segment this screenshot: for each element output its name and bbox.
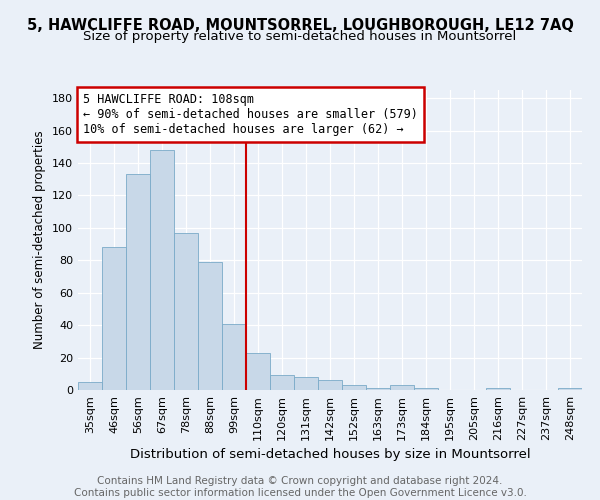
Bar bbox=[558, 388, 582, 390]
Bar bbox=[486, 388, 510, 390]
Text: Size of property relative to semi-detached houses in Mountsorrel: Size of property relative to semi-detach… bbox=[83, 30, 517, 43]
Bar bbox=[294, 377, 318, 390]
Bar bbox=[342, 385, 366, 390]
X-axis label: Distribution of semi-detached houses by size in Mountsorrel: Distribution of semi-detached houses by … bbox=[130, 448, 530, 462]
Bar bbox=[366, 388, 390, 390]
Bar bbox=[246, 352, 270, 390]
Bar bbox=[150, 150, 174, 390]
Y-axis label: Number of semi-detached properties: Number of semi-detached properties bbox=[34, 130, 46, 350]
Bar bbox=[222, 324, 246, 390]
Bar bbox=[78, 382, 102, 390]
Bar bbox=[318, 380, 342, 390]
Bar bbox=[390, 385, 414, 390]
Text: Contains HM Land Registry data © Crown copyright and database right 2024.
Contai: Contains HM Land Registry data © Crown c… bbox=[74, 476, 526, 498]
Bar bbox=[126, 174, 150, 390]
Bar bbox=[270, 376, 294, 390]
Text: 5 HAWCLIFFE ROAD: 108sqm
← 90% of semi-detached houses are smaller (579)
10% of : 5 HAWCLIFFE ROAD: 108sqm ← 90% of semi-d… bbox=[83, 93, 418, 136]
Bar bbox=[174, 232, 198, 390]
Text: 5, HAWCLIFFE ROAD, MOUNTSORREL, LOUGHBOROUGH, LE12 7AQ: 5, HAWCLIFFE ROAD, MOUNTSORREL, LOUGHBOR… bbox=[26, 18, 574, 32]
Bar bbox=[414, 388, 438, 390]
Bar bbox=[102, 248, 126, 390]
Bar bbox=[198, 262, 222, 390]
